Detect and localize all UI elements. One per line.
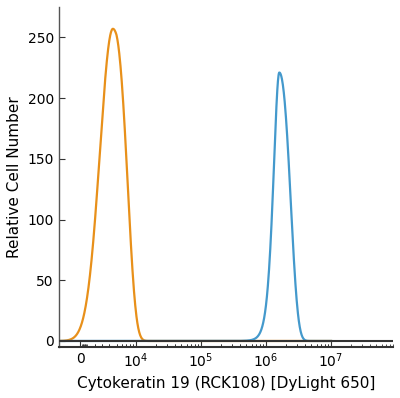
X-axis label: Cytokeratin 19 (RCK108) [DyLight 650]: Cytokeratin 19 (RCK108) [DyLight 650] xyxy=(77,376,375,391)
Y-axis label: Relative Cell Number: Relative Cell Number xyxy=(7,96,22,258)
